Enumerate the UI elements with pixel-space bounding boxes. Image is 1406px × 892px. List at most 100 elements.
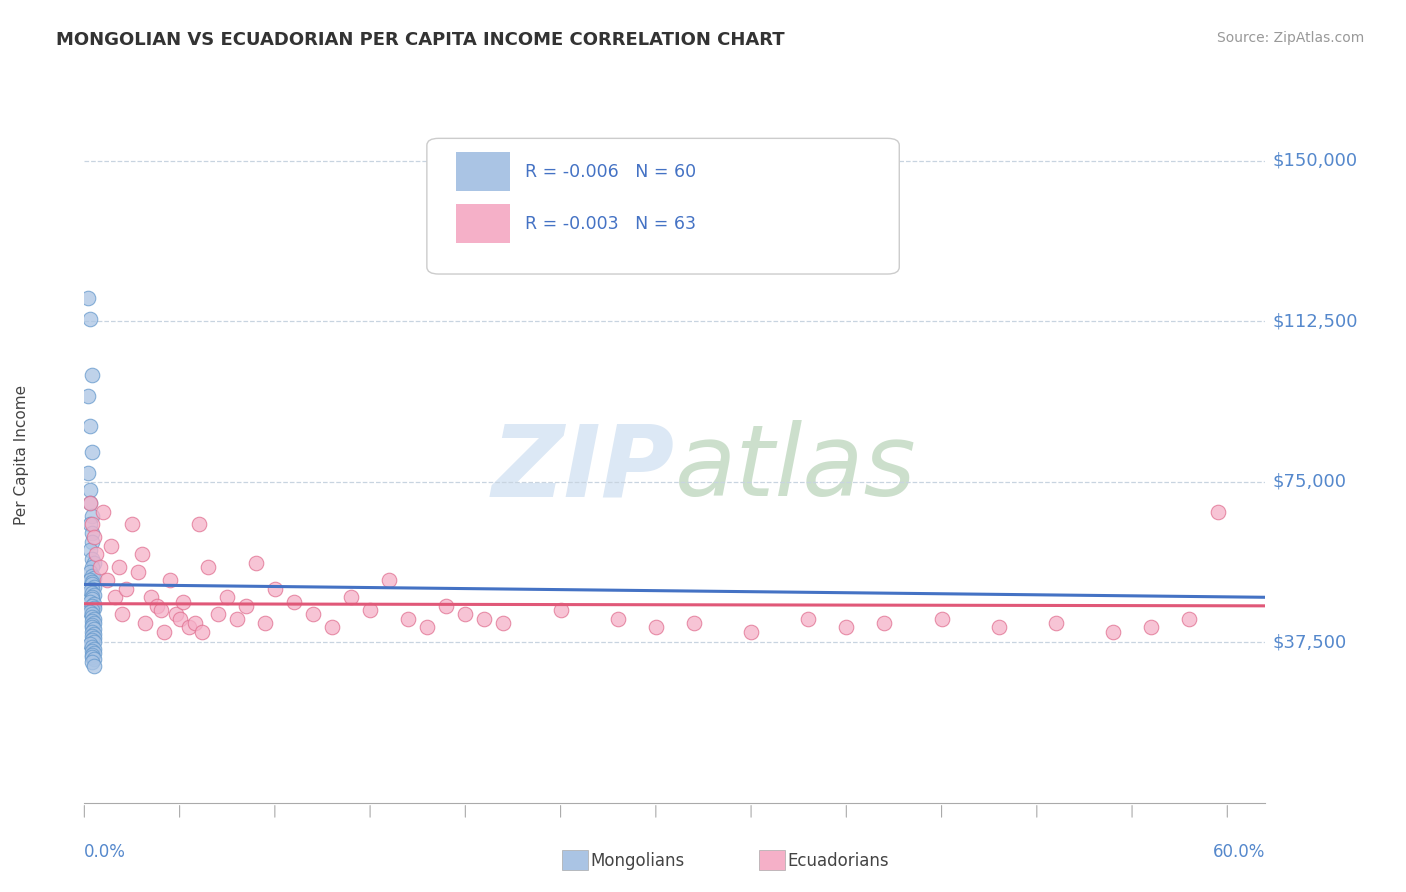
Point (191, 624, 214, 639)
Point (254, 615, 277, 630)
Point (77, 291, 100, 305)
Point (80, 586, 103, 600)
Point (127, 565, 149, 579)
Point (80, 592, 103, 607)
Point (83, 615, 105, 630)
Point (225, 612, 247, 626)
Point (80, 534, 103, 549)
Point (80, 526, 103, 541)
Point (83, 556, 105, 570)
Point (83, 597, 105, 611)
Point (111, 607, 134, 622)
Point (79, 565, 101, 579)
Point (169, 612, 191, 626)
Point (217, 591, 239, 605)
Point (79, 605, 101, 619)
Point (80, 629, 103, 643)
Point (79, 517, 101, 532)
Point (153, 624, 176, 639)
Point (149, 603, 172, 617)
Point (80, 640, 103, 654)
Text: R = -0.006   N = 60: R = -0.006 N = 60 (524, 162, 696, 181)
Point (80, 599, 103, 613)
Text: R = -0.003   N = 63: R = -0.003 N = 63 (524, 215, 696, 233)
Point (83, 631, 105, 645)
Point (83, 646, 105, 660)
Point (100, 539, 122, 553)
Point (79, 543, 101, 558)
Point (93, 505, 115, 519)
Point (83, 623, 105, 637)
Point (172, 594, 194, 608)
Point (80, 620, 103, 634)
Point (79, 419, 101, 434)
Point (80, 368, 103, 382)
Point (1140, 620, 1163, 634)
Text: 0.0%: 0.0% (84, 843, 127, 861)
Point (80, 644, 103, 658)
Point (83, 612, 105, 626)
Point (416, 620, 439, 634)
Point (873, 615, 896, 630)
Point (606, 612, 628, 626)
Point (987, 620, 1010, 634)
Point (80, 633, 103, 648)
Point (550, 603, 572, 617)
Point (121, 517, 143, 532)
Point (83, 601, 105, 615)
Text: atlas: atlas (675, 420, 917, 517)
Point (359, 603, 381, 617)
Point (434, 599, 457, 613)
Point (104, 591, 127, 605)
Text: $75,000: $75,000 (1272, 473, 1347, 491)
Text: Ecuadorians: Ecuadorians (787, 852, 889, 870)
Point (835, 620, 858, 634)
Point (184, 615, 207, 630)
Point (83, 626, 105, 640)
Point (80, 618, 103, 632)
Text: 60.0%: 60.0% (1213, 843, 1265, 861)
Point (80, 591, 103, 605)
Point (492, 615, 515, 630)
Text: $37,500: $37,500 (1272, 633, 1347, 651)
Point (115, 582, 138, 596)
FancyBboxPatch shape (427, 138, 900, 274)
Point (340, 591, 363, 605)
Point (187, 517, 209, 532)
Point (1206, 505, 1229, 519)
Point (84, 548, 107, 562)
FancyBboxPatch shape (457, 204, 509, 243)
Point (80, 517, 103, 532)
Point (96, 573, 118, 587)
Point (145, 599, 167, 613)
Point (77, 389, 100, 403)
Point (80, 624, 103, 639)
Point (80, 603, 103, 617)
Point (207, 607, 229, 622)
Point (80, 444, 103, 458)
Point (83, 658, 105, 673)
Point (79, 637, 101, 651)
Point (80, 648, 103, 662)
Point (80, 655, 103, 669)
FancyBboxPatch shape (457, 153, 509, 191)
Point (83, 641, 105, 656)
Point (80, 551, 103, 566)
Point (245, 556, 267, 570)
Text: $112,500: $112,500 (1272, 312, 1358, 330)
Point (107, 560, 129, 574)
Text: MONGOLIAN VS ECUADORIAN PER CAPITA INCOME CORRELATION CHART: MONGOLIAN VS ECUADORIAN PER CAPITA INCOM… (56, 31, 785, 49)
Point (79, 312, 101, 326)
Point (80, 582, 103, 596)
Point (797, 612, 820, 626)
Point (77, 466, 100, 480)
Point (83, 530, 105, 544)
Point (80, 560, 103, 574)
Point (1102, 624, 1125, 639)
Point (134, 615, 156, 630)
Point (80, 614, 103, 628)
Point (396, 612, 419, 626)
Point (740, 624, 762, 639)
Text: ZIP: ZIP (492, 420, 675, 517)
Point (80, 577, 103, 591)
